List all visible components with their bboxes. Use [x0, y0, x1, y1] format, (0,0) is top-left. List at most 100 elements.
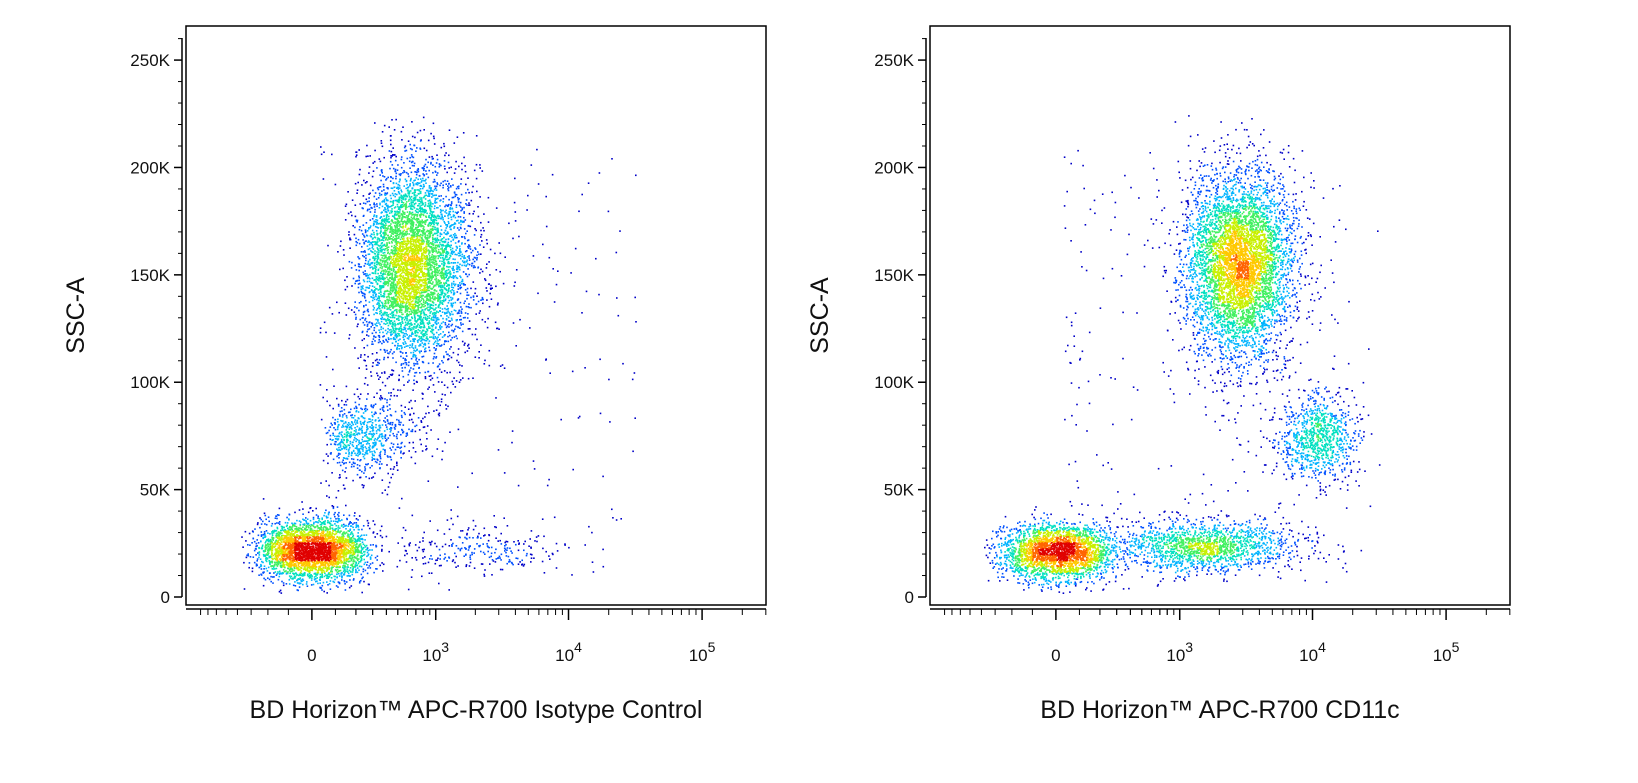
event-point: [581, 312, 583, 314]
event-point: [447, 273, 449, 275]
event-point: [412, 200, 414, 202]
event-point: [524, 541, 526, 543]
event-point: [336, 576, 338, 578]
event-point: [543, 536, 545, 538]
event-point: [355, 216, 357, 218]
event-point: [283, 582, 285, 584]
event-point: [336, 585, 338, 587]
event-point: [442, 217, 444, 219]
event-point: [358, 526, 360, 528]
event-point: [327, 520, 329, 522]
event-point: [373, 330, 375, 332]
event-point: [370, 211, 372, 213]
event-point: [381, 247, 383, 249]
event-point: [358, 258, 360, 260]
event-point: [472, 259, 474, 261]
event-point: [250, 556, 252, 558]
event-point: [343, 526, 345, 528]
event-point: [357, 426, 359, 428]
event-point: [348, 425, 350, 427]
event-point: [595, 258, 597, 260]
event-point: [395, 193, 397, 195]
event-point: [423, 339, 425, 341]
event-point: [363, 571, 365, 573]
event-point: [356, 541, 358, 543]
event-point: [389, 428, 391, 430]
event-point: [499, 557, 501, 559]
event-point: [459, 264, 461, 266]
event-point: [433, 410, 435, 412]
event-point: [444, 155, 446, 157]
event-point: [412, 389, 414, 391]
event-point: [453, 239, 455, 241]
event-point: [427, 304, 429, 306]
event-point: [294, 577, 296, 579]
event-point: [414, 400, 416, 402]
event-point: [363, 412, 365, 414]
event-point: [390, 374, 392, 376]
event-point: [472, 537, 474, 539]
event-point: [470, 555, 472, 557]
event-point: [355, 317, 357, 319]
event-point: [471, 200, 473, 202]
event-point: [441, 214, 443, 216]
event-point: [477, 267, 479, 269]
event-point: [419, 175, 421, 177]
event-point: [358, 418, 360, 420]
event-point: [246, 557, 248, 559]
event-point: [455, 212, 457, 214]
event-point: [462, 542, 464, 544]
event-point: [345, 302, 347, 304]
event-point: [370, 421, 372, 423]
event-point: [354, 435, 356, 437]
event-point: [394, 129, 396, 131]
event-point: [343, 442, 345, 444]
event-point: [415, 359, 417, 361]
event-point: [465, 219, 467, 221]
event-point: [480, 299, 482, 301]
event-point: [338, 404, 340, 406]
event-point: [430, 544, 432, 546]
event-point: [514, 282, 516, 284]
event-point: [375, 219, 377, 221]
event-point: [410, 352, 412, 354]
event-point: [487, 318, 489, 320]
event-point: [385, 204, 387, 206]
event-point: [445, 230, 447, 232]
event-point: [312, 510, 314, 512]
event-point: [372, 430, 374, 432]
event-point: [380, 530, 382, 532]
event-point: [531, 554, 533, 556]
event-point: [400, 434, 402, 436]
event-point: [375, 296, 377, 298]
event-point: [272, 531, 274, 533]
event-point: [382, 305, 384, 307]
event-point: [402, 172, 404, 174]
event-point: [448, 183, 450, 185]
event-point: [348, 456, 350, 458]
event-point: [471, 473, 473, 475]
event-point: [442, 300, 444, 302]
event-point: [261, 534, 263, 536]
event-point: [458, 327, 460, 329]
event-point: [448, 258, 450, 260]
event-point: [450, 204, 452, 206]
event-point: [431, 572, 433, 574]
event-point: [366, 273, 368, 275]
event-point: [378, 378, 380, 380]
event-point: [450, 245, 452, 247]
event-point: [277, 527, 279, 529]
event-point: [458, 348, 460, 350]
event-point: [472, 186, 474, 188]
event-point: [357, 422, 359, 424]
event-point: [253, 538, 255, 540]
event-point: [295, 585, 297, 587]
event-point: [394, 186, 396, 188]
event-point: [321, 589, 323, 591]
event-point: [602, 549, 604, 551]
event-point: [357, 453, 359, 455]
event-point: [323, 178, 325, 180]
event-point: [332, 581, 334, 583]
event-point: [448, 341, 450, 343]
event-point: [457, 565, 459, 567]
